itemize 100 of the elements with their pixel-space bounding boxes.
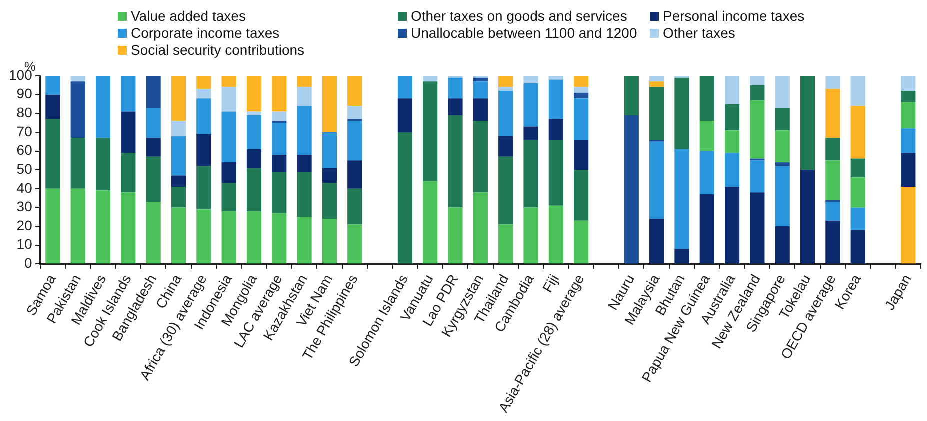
legend-label: Value added taxes xyxy=(131,8,246,25)
bar xyxy=(448,98,463,116)
bar xyxy=(548,76,564,80)
bar xyxy=(826,138,840,161)
bar xyxy=(348,106,362,120)
bar xyxy=(246,211,262,264)
bar xyxy=(96,76,111,138)
bar xyxy=(901,76,916,92)
bar xyxy=(348,160,362,189)
bar xyxy=(548,119,564,140)
bar xyxy=(473,98,488,122)
bar xyxy=(448,78,463,99)
bar xyxy=(800,170,816,264)
bar xyxy=(348,121,362,161)
bar xyxy=(121,76,136,112)
bar xyxy=(775,76,790,108)
bar xyxy=(674,78,690,150)
y-tick-label: 20 xyxy=(16,217,33,234)
bar xyxy=(574,98,589,140)
y-tick-label: 70 xyxy=(16,123,33,140)
bar xyxy=(46,94,60,120)
bar xyxy=(146,202,161,264)
bar xyxy=(121,112,136,154)
bar xyxy=(498,224,514,264)
bar xyxy=(724,130,740,154)
bar xyxy=(171,187,186,208)
bar xyxy=(222,112,236,163)
bar xyxy=(196,210,212,264)
bar xyxy=(196,134,212,166)
bar xyxy=(146,76,161,108)
bar xyxy=(146,156,161,202)
bar xyxy=(574,170,589,221)
legend-label: Personal income taxes xyxy=(663,8,805,25)
bar xyxy=(121,153,136,193)
bar xyxy=(171,176,186,188)
bar xyxy=(473,82,488,99)
bar xyxy=(548,140,564,206)
bar xyxy=(448,208,463,264)
bar xyxy=(348,224,362,264)
bar xyxy=(750,160,765,193)
bar xyxy=(246,116,262,150)
bar xyxy=(650,82,664,88)
bar xyxy=(524,76,538,84)
bar xyxy=(826,76,840,90)
bar xyxy=(650,218,664,264)
y-tick-label: 0 xyxy=(24,255,33,272)
bar xyxy=(121,192,136,264)
bar xyxy=(222,211,236,264)
bar xyxy=(624,76,639,116)
bar xyxy=(196,98,212,134)
bar xyxy=(650,87,664,140)
y-tick-label: 80 xyxy=(16,104,33,120)
y-tick-label: 50 xyxy=(16,160,33,177)
bar xyxy=(700,121,714,152)
bar xyxy=(473,192,488,264)
bar xyxy=(297,76,312,88)
bar xyxy=(96,190,111,264)
bar xyxy=(674,149,690,250)
bar xyxy=(297,155,312,172)
bar xyxy=(246,168,262,212)
bar xyxy=(272,172,287,214)
bar xyxy=(775,226,790,264)
bar xyxy=(297,172,312,218)
bar xyxy=(246,76,262,112)
bar xyxy=(850,76,866,106)
bar xyxy=(196,76,212,90)
bar xyxy=(524,140,538,208)
bar xyxy=(423,76,438,82)
y-tick-label: 60 xyxy=(16,142,33,158)
bar xyxy=(222,162,236,184)
bar xyxy=(322,168,338,184)
bar xyxy=(574,220,589,264)
legend-label: Social security contributions xyxy=(131,42,305,59)
bar xyxy=(498,91,514,136)
bar xyxy=(724,76,740,104)
bar xyxy=(171,76,186,122)
bar xyxy=(297,106,312,156)
bar xyxy=(750,85,765,100)
bar xyxy=(171,121,186,136)
bar xyxy=(222,183,236,212)
bar xyxy=(724,187,740,264)
bar xyxy=(548,206,564,264)
bar xyxy=(826,202,840,221)
bar xyxy=(524,208,538,264)
bar xyxy=(775,166,790,227)
bar xyxy=(498,156,514,225)
bar xyxy=(322,218,338,264)
bar xyxy=(46,188,60,264)
bar xyxy=(724,153,740,188)
bar xyxy=(700,151,714,195)
bar xyxy=(348,188,362,225)
bar xyxy=(222,87,236,112)
bar xyxy=(146,138,161,157)
bar xyxy=(398,98,412,132)
bar xyxy=(750,76,765,86)
bar xyxy=(398,132,412,264)
bar xyxy=(46,119,60,189)
bar xyxy=(70,138,86,189)
bar xyxy=(574,140,589,170)
bar xyxy=(498,76,514,88)
